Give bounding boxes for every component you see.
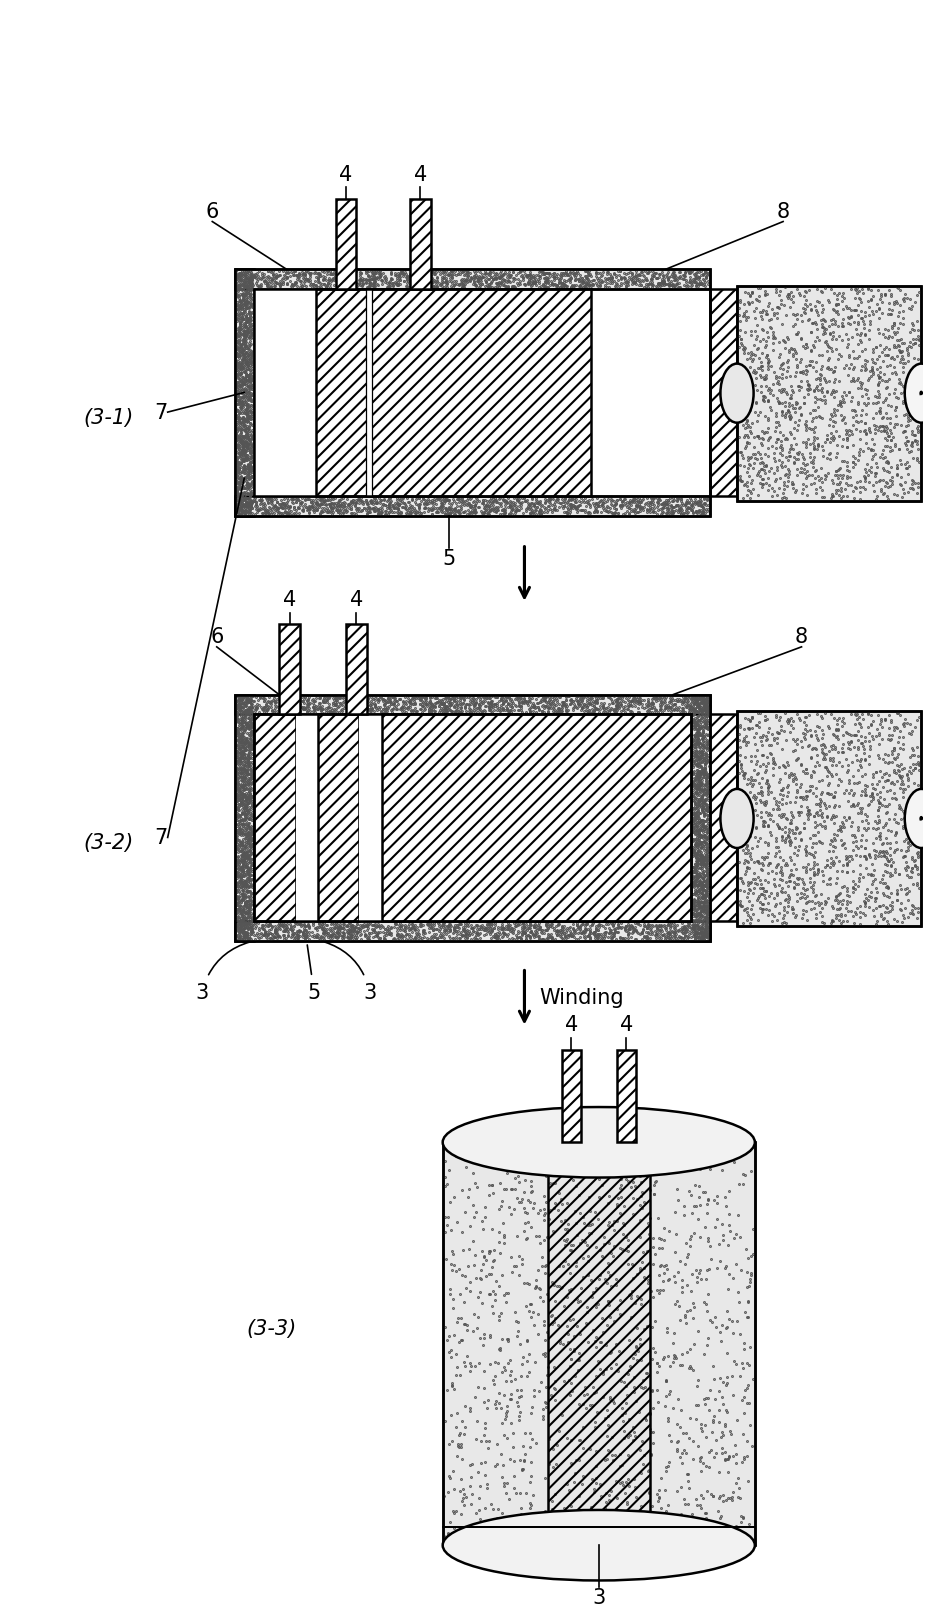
Bar <box>279 625 300 715</box>
Bar <box>382 715 691 922</box>
Text: 3: 3 <box>324 942 376 1002</box>
Text: 3: 3 <box>196 942 250 1002</box>
Bar <box>710 715 737 922</box>
Ellipse shape <box>905 789 927 848</box>
Bar <box>737 286 921 500</box>
Ellipse shape <box>905 364 927 424</box>
Text: 4: 4 <box>339 164 352 185</box>
Ellipse shape <box>720 364 754 424</box>
Text: (3-2): (3-2) <box>83 833 133 853</box>
Bar <box>235 497 710 516</box>
Bar <box>737 711 921 926</box>
Bar <box>737 711 921 926</box>
Bar <box>254 289 710 497</box>
Ellipse shape <box>443 1510 755 1580</box>
Bar <box>254 715 296 922</box>
Bar <box>318 715 360 922</box>
Text: (3-1): (3-1) <box>83 408 133 427</box>
Bar <box>235 270 710 289</box>
Bar <box>296 715 318 922</box>
Text: 4: 4 <box>619 1015 633 1034</box>
Ellipse shape <box>720 789 754 848</box>
Bar <box>562 1051 581 1142</box>
Text: 8: 8 <box>795 627 808 646</box>
Bar <box>336 200 357 289</box>
Bar <box>235 695 254 940</box>
Bar <box>235 695 710 715</box>
Bar <box>616 1051 636 1142</box>
Bar <box>737 286 921 500</box>
Bar <box>360 715 382 922</box>
Bar <box>366 289 372 497</box>
Text: 5: 5 <box>442 549 455 568</box>
Text: 4: 4 <box>283 590 297 611</box>
Bar <box>235 922 710 940</box>
Text: 8: 8 <box>777 201 790 222</box>
Bar <box>235 270 710 516</box>
Bar <box>235 270 254 516</box>
Text: 3: 3 <box>592 1587 605 1608</box>
Ellipse shape <box>443 1108 755 1177</box>
Text: 7: 7 <box>155 403 168 422</box>
Text: 4: 4 <box>349 590 363 611</box>
Text: (3-3): (3-3) <box>247 1319 297 1338</box>
Text: 4: 4 <box>565 1015 578 1034</box>
Bar <box>235 695 710 940</box>
Text: 5: 5 <box>307 945 321 1002</box>
Bar <box>316 289 591 497</box>
Text: 6: 6 <box>206 201 219 222</box>
Text: 6: 6 <box>210 627 223 646</box>
Bar <box>548 1142 650 1546</box>
Text: Winding: Winding <box>540 987 624 1009</box>
Bar <box>410 200 431 289</box>
Text: 4: 4 <box>413 164 427 185</box>
Text: 7: 7 <box>155 828 168 848</box>
Bar <box>691 695 710 940</box>
Bar <box>710 289 737 497</box>
Bar <box>346 625 367 715</box>
Bar <box>254 715 691 922</box>
Bar <box>254 289 316 497</box>
Bar <box>443 1142 755 1546</box>
Bar <box>443 1142 755 1546</box>
